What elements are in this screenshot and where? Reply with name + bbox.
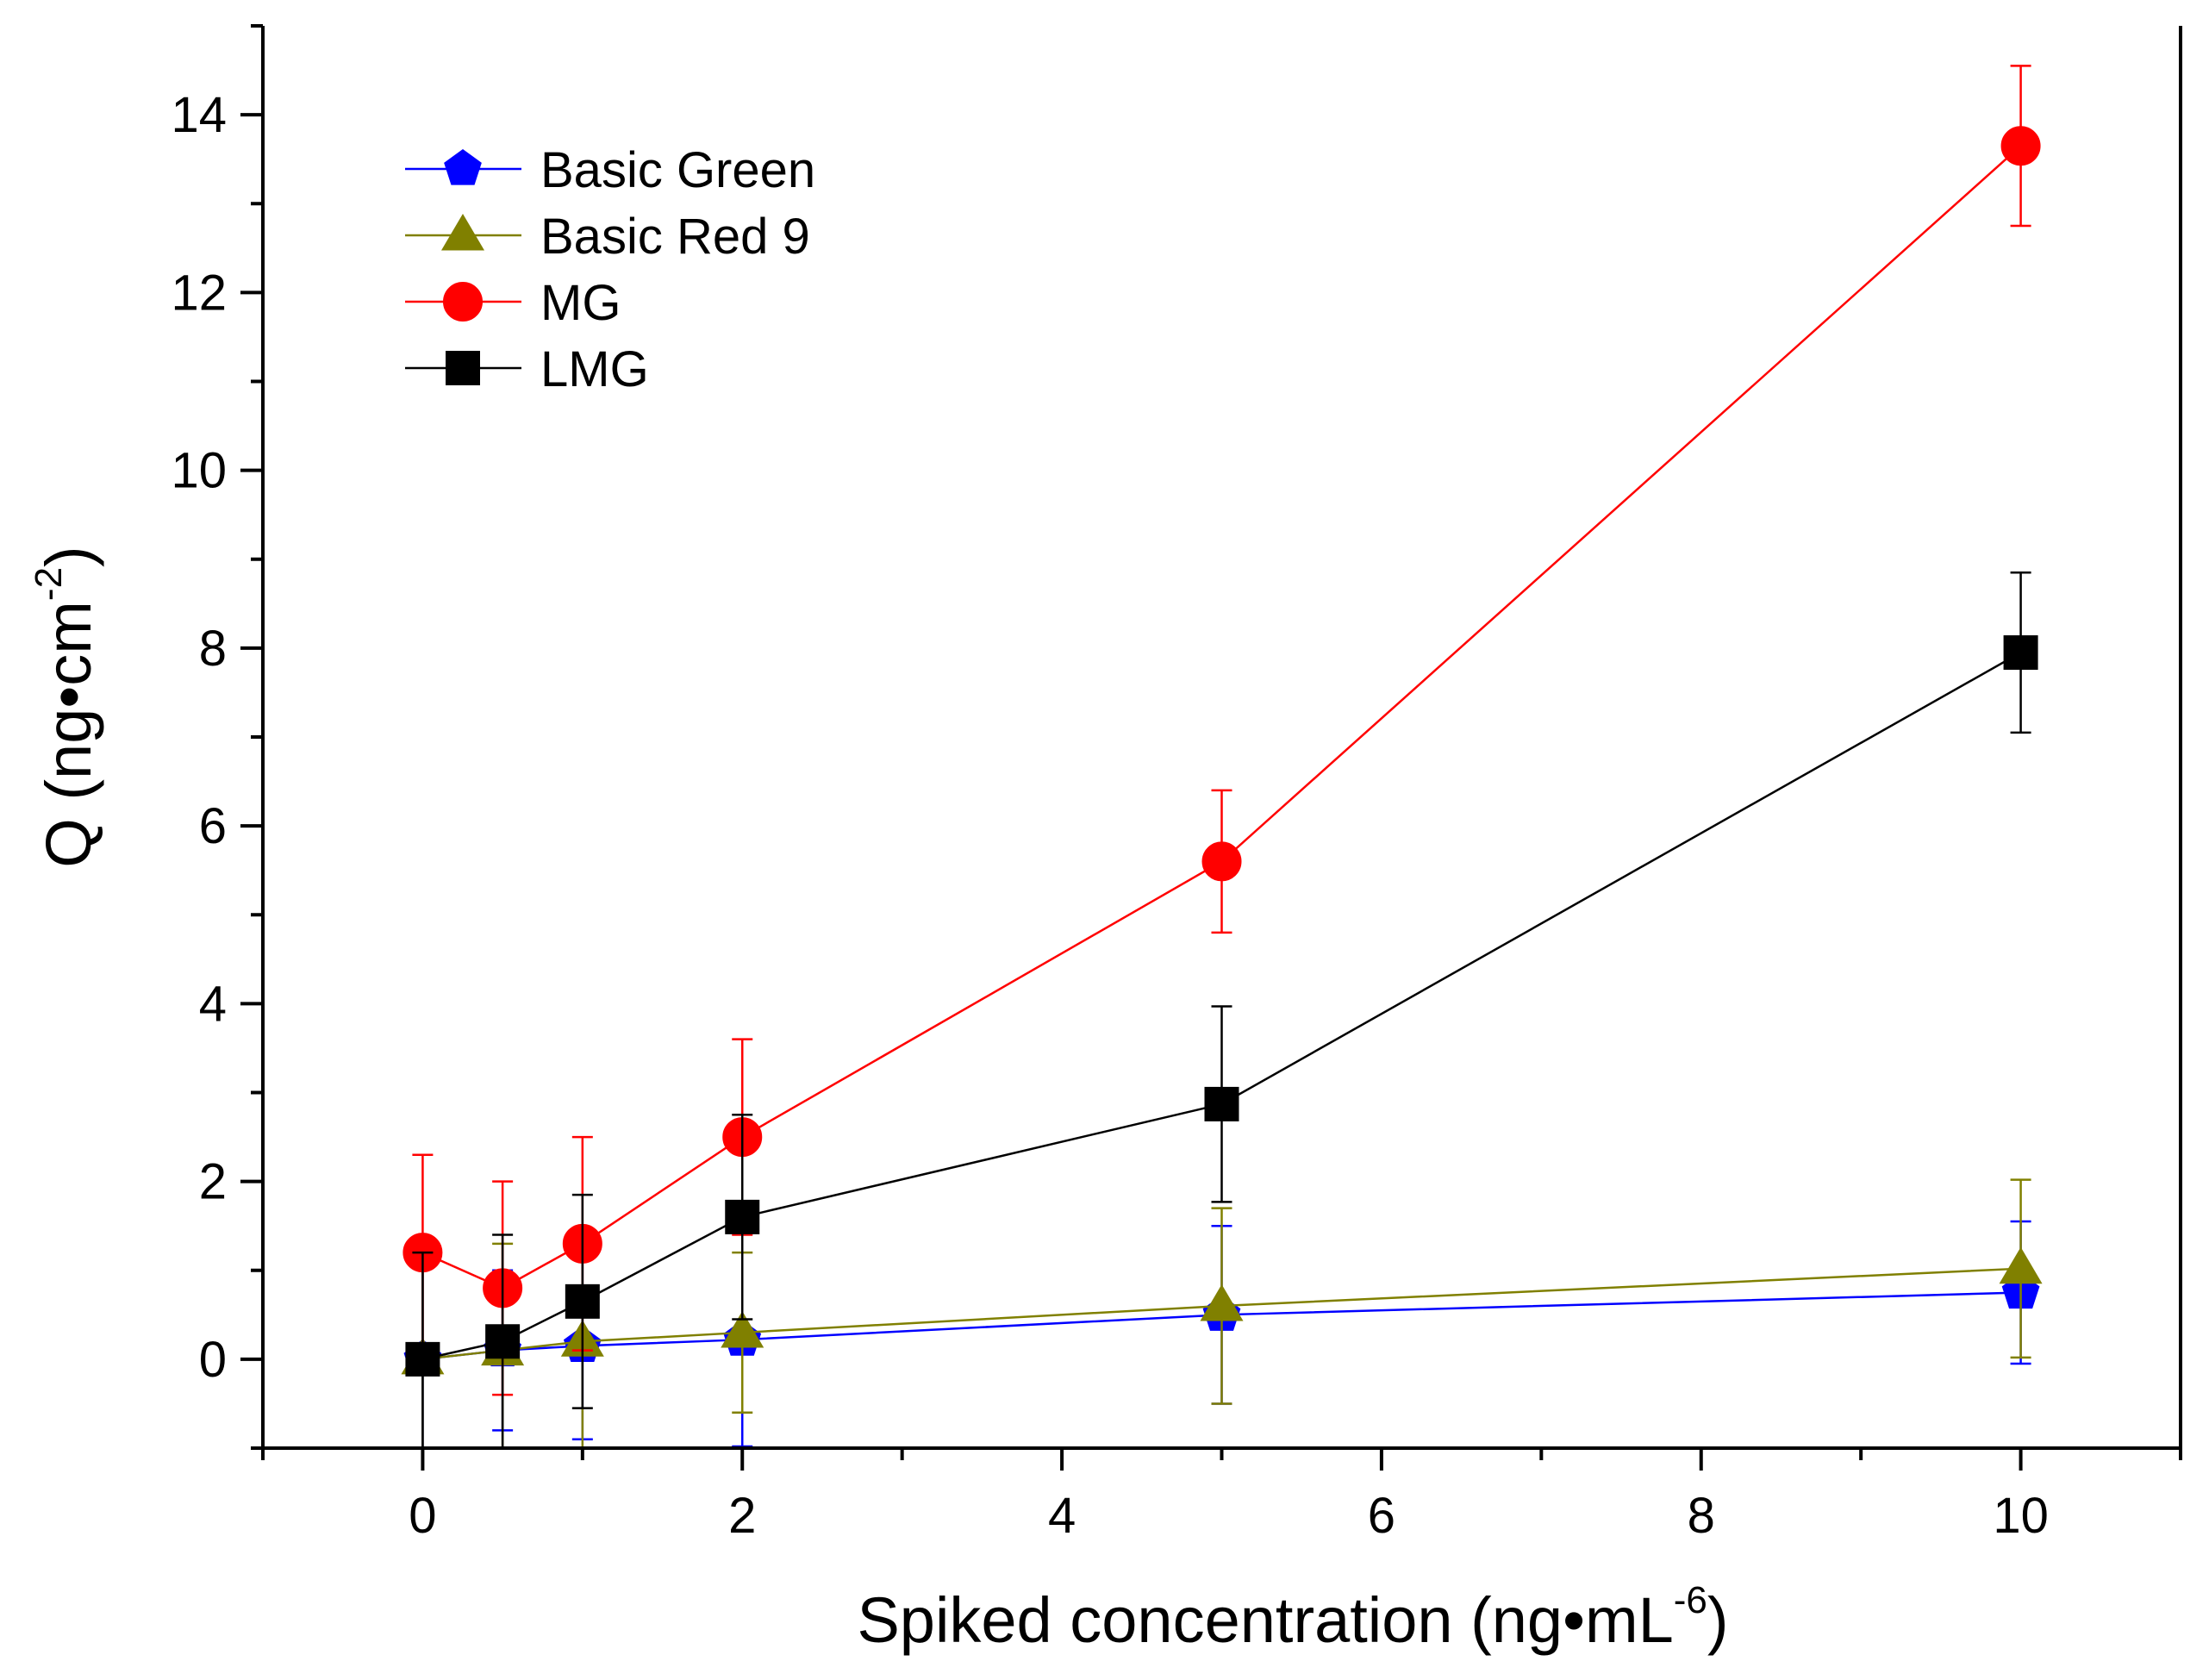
x-axis-title-main: Spiked concentration (ng•mL (857, 1584, 1673, 1656)
legend-label: Basic Green (540, 142, 815, 198)
y-axis-title-close: ) (33, 546, 104, 567)
plot-area (401, 65, 2043, 1448)
y-axis-title-sup: -2 (28, 567, 70, 601)
y-tick-label: 14 (171, 87, 227, 143)
series-basic-red-9 (401, 1178, 2043, 1448)
x-axis-title-sup: -6 (1674, 1579, 1707, 1621)
data-point (2003, 635, 2038, 671)
x-tick-label: 2 (728, 1488, 756, 1544)
y-tick-label: 10 (171, 443, 227, 499)
x-tick-label: 4 (1048, 1488, 1076, 1544)
y-tick-label: 6 (199, 798, 227, 854)
legend-marker (444, 149, 482, 185)
y-tick-label: 8 (199, 621, 227, 677)
y-tick-label: 0 (199, 1332, 227, 1388)
y-axis-title-main: Q (ng•cm (33, 601, 104, 868)
data-point (721, 1310, 764, 1348)
legend-label: LMG (540, 341, 649, 397)
legend-label: MG (540, 275, 621, 331)
data-point (1999, 1246, 2043, 1284)
y-tick-label: 4 (199, 976, 227, 1032)
y-axis-title: Q (ng•cm-2) (28, 546, 104, 867)
data-point (2000, 126, 2041, 166)
legend: Basic Green Basic Red 9 MG LMG (405, 142, 815, 397)
legend-marker (441, 214, 484, 251)
x-tick-label: 10 (1993, 1488, 2049, 1544)
series-lmg (405, 571, 2038, 1448)
y-tick-label: 2 (199, 1154, 227, 1210)
legend-item-mg: MG (405, 275, 621, 331)
x-tick-label: 0 (409, 1488, 436, 1544)
legend-item-lmg: LMG (405, 341, 649, 397)
data-point (1200, 1284, 1244, 1321)
legend-item-basic-green: Basic Green (405, 142, 815, 198)
legend-label: Basic Red 9 (540, 209, 810, 265)
x-axis-title-close: ) (1707, 1584, 1729, 1656)
data-point (405, 1341, 440, 1377)
legend-item-basic-red-9: Basic Red 9 (405, 209, 810, 265)
x-tick-label: 6 (1368, 1488, 1395, 1544)
legend-marker (443, 282, 483, 322)
y-tick-label: 12 (171, 265, 227, 321)
data-point (485, 1324, 521, 1359)
legend-marker (446, 351, 480, 385)
axes: 0 2 4 6 8 10 0 2 4 6 8 10 12 14 (171, 24, 2182, 1544)
data-point (725, 1199, 760, 1234)
data-point (1204, 1086, 1239, 1121)
x-axis-title: Spiked concentration (ng•mL-6) (857, 1579, 1728, 1656)
data-point (1201, 841, 1242, 882)
data-point (565, 1283, 600, 1319)
x-tick-label: 8 (1688, 1488, 1715, 1544)
